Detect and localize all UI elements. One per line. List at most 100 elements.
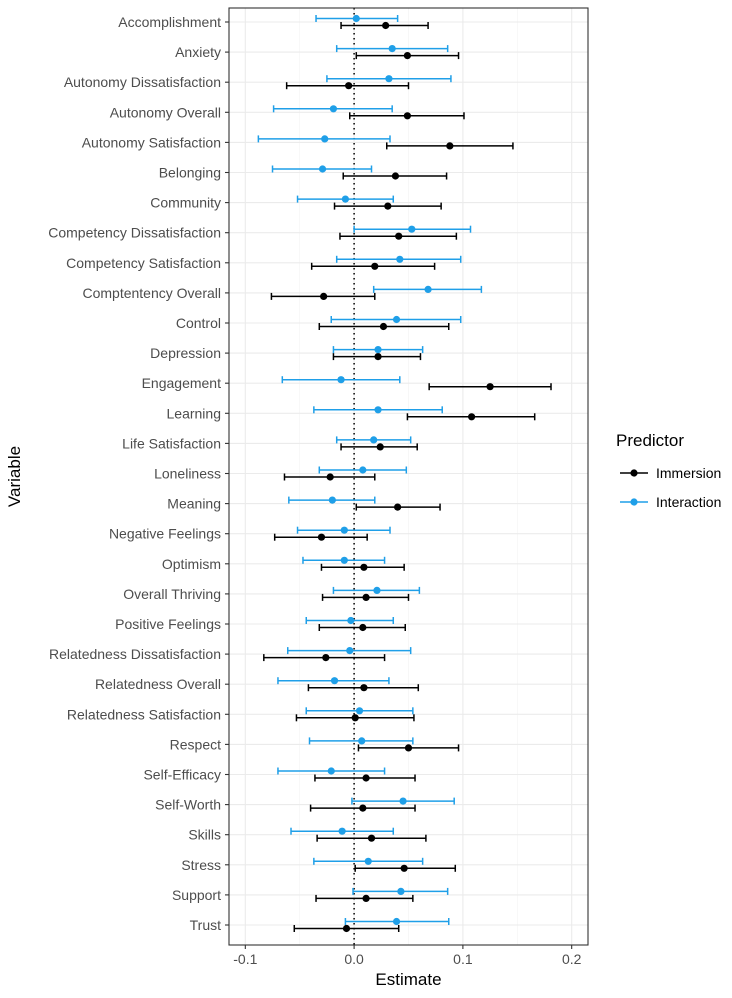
estimate-point (355, 707, 364, 715)
interval-layer (257, 14, 552, 933)
axes-layer: Accomplishment Anxiety Autonomy Dissatisfa… (48, 7, 589, 967)
estimate-point (338, 827, 346, 835)
x-tick-label: 0.0 (344, 951, 364, 967)
estimate-point (392, 315, 401, 324)
grid-layer (229, 8, 588, 945)
y-tick-label: Comptentency Overall (82, 285, 221, 301)
x-tick-label: 0.2 (562, 951, 582, 967)
estimate-point (399, 797, 407, 805)
estimate-point (340, 556, 348, 564)
estimate-point (384, 202, 392, 210)
legend-label: Immersion (656, 465, 721, 481)
series-interaction (257, 14, 483, 926)
estimate-point (359, 466, 367, 474)
estimate-point (403, 52, 412, 60)
estimate-point (360, 563, 368, 571)
estimate-point (337, 376, 345, 384)
estimate-point (382, 21, 390, 30)
series-immersion (263, 21, 552, 933)
estimate-point (345, 82, 353, 90)
estimate-point (320, 292, 328, 300)
estimate-point (359, 623, 367, 632)
estimate-point (403, 112, 412, 120)
y-tick-label: Positive Feelings (115, 616, 221, 632)
estimate-point (362, 593, 370, 602)
estimate-point (374, 346, 382, 354)
y-tick-label: Relatedness Overall (95, 676, 221, 692)
y-tick-label: Accomplishment (118, 14, 221, 30)
y-tick-label: Relatedness Satisfaction (67, 706, 221, 722)
estimate-point (360, 684, 368, 692)
y-tick-label: Self-Efficacy (143, 767, 221, 783)
estimate-point (346, 647, 354, 655)
estimate-point (364, 857, 372, 865)
y-tick-label: Negative Feelings (109, 526, 221, 542)
estimate-point (317, 533, 326, 541)
estimate-point (358, 737, 366, 745)
estimate-point (329, 105, 338, 113)
y-tick-label: Meaning (167, 496, 221, 512)
y-tick-label: Self-Worth (155, 797, 221, 813)
x-tick-label: 0.1 (453, 951, 473, 967)
estimate-point (347, 616, 355, 625)
estimate-point (359, 804, 367, 812)
estimate-point (424, 285, 432, 293)
y-tick-label: Skills (188, 827, 221, 843)
x-tick-label: -0.1 (233, 951, 257, 967)
estimate-point (446, 142, 454, 150)
estimate-point (397, 887, 405, 896)
estimate-point (374, 353, 382, 361)
estimate-point (467, 413, 476, 421)
estimate-point (362, 894, 370, 903)
estimate-point (395, 232, 403, 240)
estimate-point (400, 864, 408, 872)
estimate-point (327, 767, 335, 775)
legend: Predictor Immersion Interaction (616, 431, 721, 510)
legend-items: Immersion Interaction (620, 465, 721, 510)
y-tick-label: Support (172, 887, 221, 903)
y-tick-label: Belonging (159, 165, 221, 181)
estimate-point (371, 262, 379, 270)
estimate-point (376, 443, 384, 451)
y-tick-label: Engagement (142, 375, 222, 391)
y-tick-label: Life Satisfaction (122, 435, 221, 451)
y-tick-label: Respect (170, 736, 221, 752)
estimate-point (486, 383, 494, 391)
legend-item-immersion: Immersion (620, 465, 721, 481)
y-tick-label: Competency Dissatisfaction (48, 225, 221, 241)
estimate-point (394, 503, 402, 511)
y-tick-label: Optimism (162, 556, 221, 572)
estimate-point (321, 135, 329, 143)
estimate-point (370, 436, 378, 444)
y-tick-label: Community (150, 195, 221, 211)
y-tick-label: Control (176, 315, 221, 331)
legend-key-point (630, 498, 638, 506)
y-tick-label: Relatedness Dissatisfaction (49, 646, 221, 662)
x-axis-title: Estimate (375, 970, 441, 989)
estimate-point (404, 744, 413, 752)
plot-border (228, 7, 589, 946)
y-tick-label: Anxiety (175, 44, 221, 60)
estimate-point (340, 526, 348, 534)
estimate-point (367, 834, 376, 842)
estimate-point (379, 322, 388, 331)
y-tick-label: Stress (181, 857, 221, 873)
legend-key-point (630, 469, 638, 477)
estimate-point (385, 75, 393, 83)
estimate-point (342, 924, 351, 933)
estimate-point (351, 714, 359, 722)
estimate-point (391, 172, 400, 180)
estimate-point (373, 586, 381, 595)
y-tick-label: Overall Thriving (123, 586, 221, 602)
legend-title: Predictor (616, 431, 684, 450)
estimate-point (318, 165, 327, 173)
estimate-point (396, 255, 404, 263)
y-tick-label: Autonomy Dissatisfaction (64, 74, 221, 90)
y-tick-label: Trust (190, 917, 221, 933)
legend-item-interaction: Interaction (620, 494, 721, 510)
estimate-point (362, 774, 370, 782)
estimate-point (330, 677, 339, 685)
y-tick-label: Depression (150, 345, 221, 361)
